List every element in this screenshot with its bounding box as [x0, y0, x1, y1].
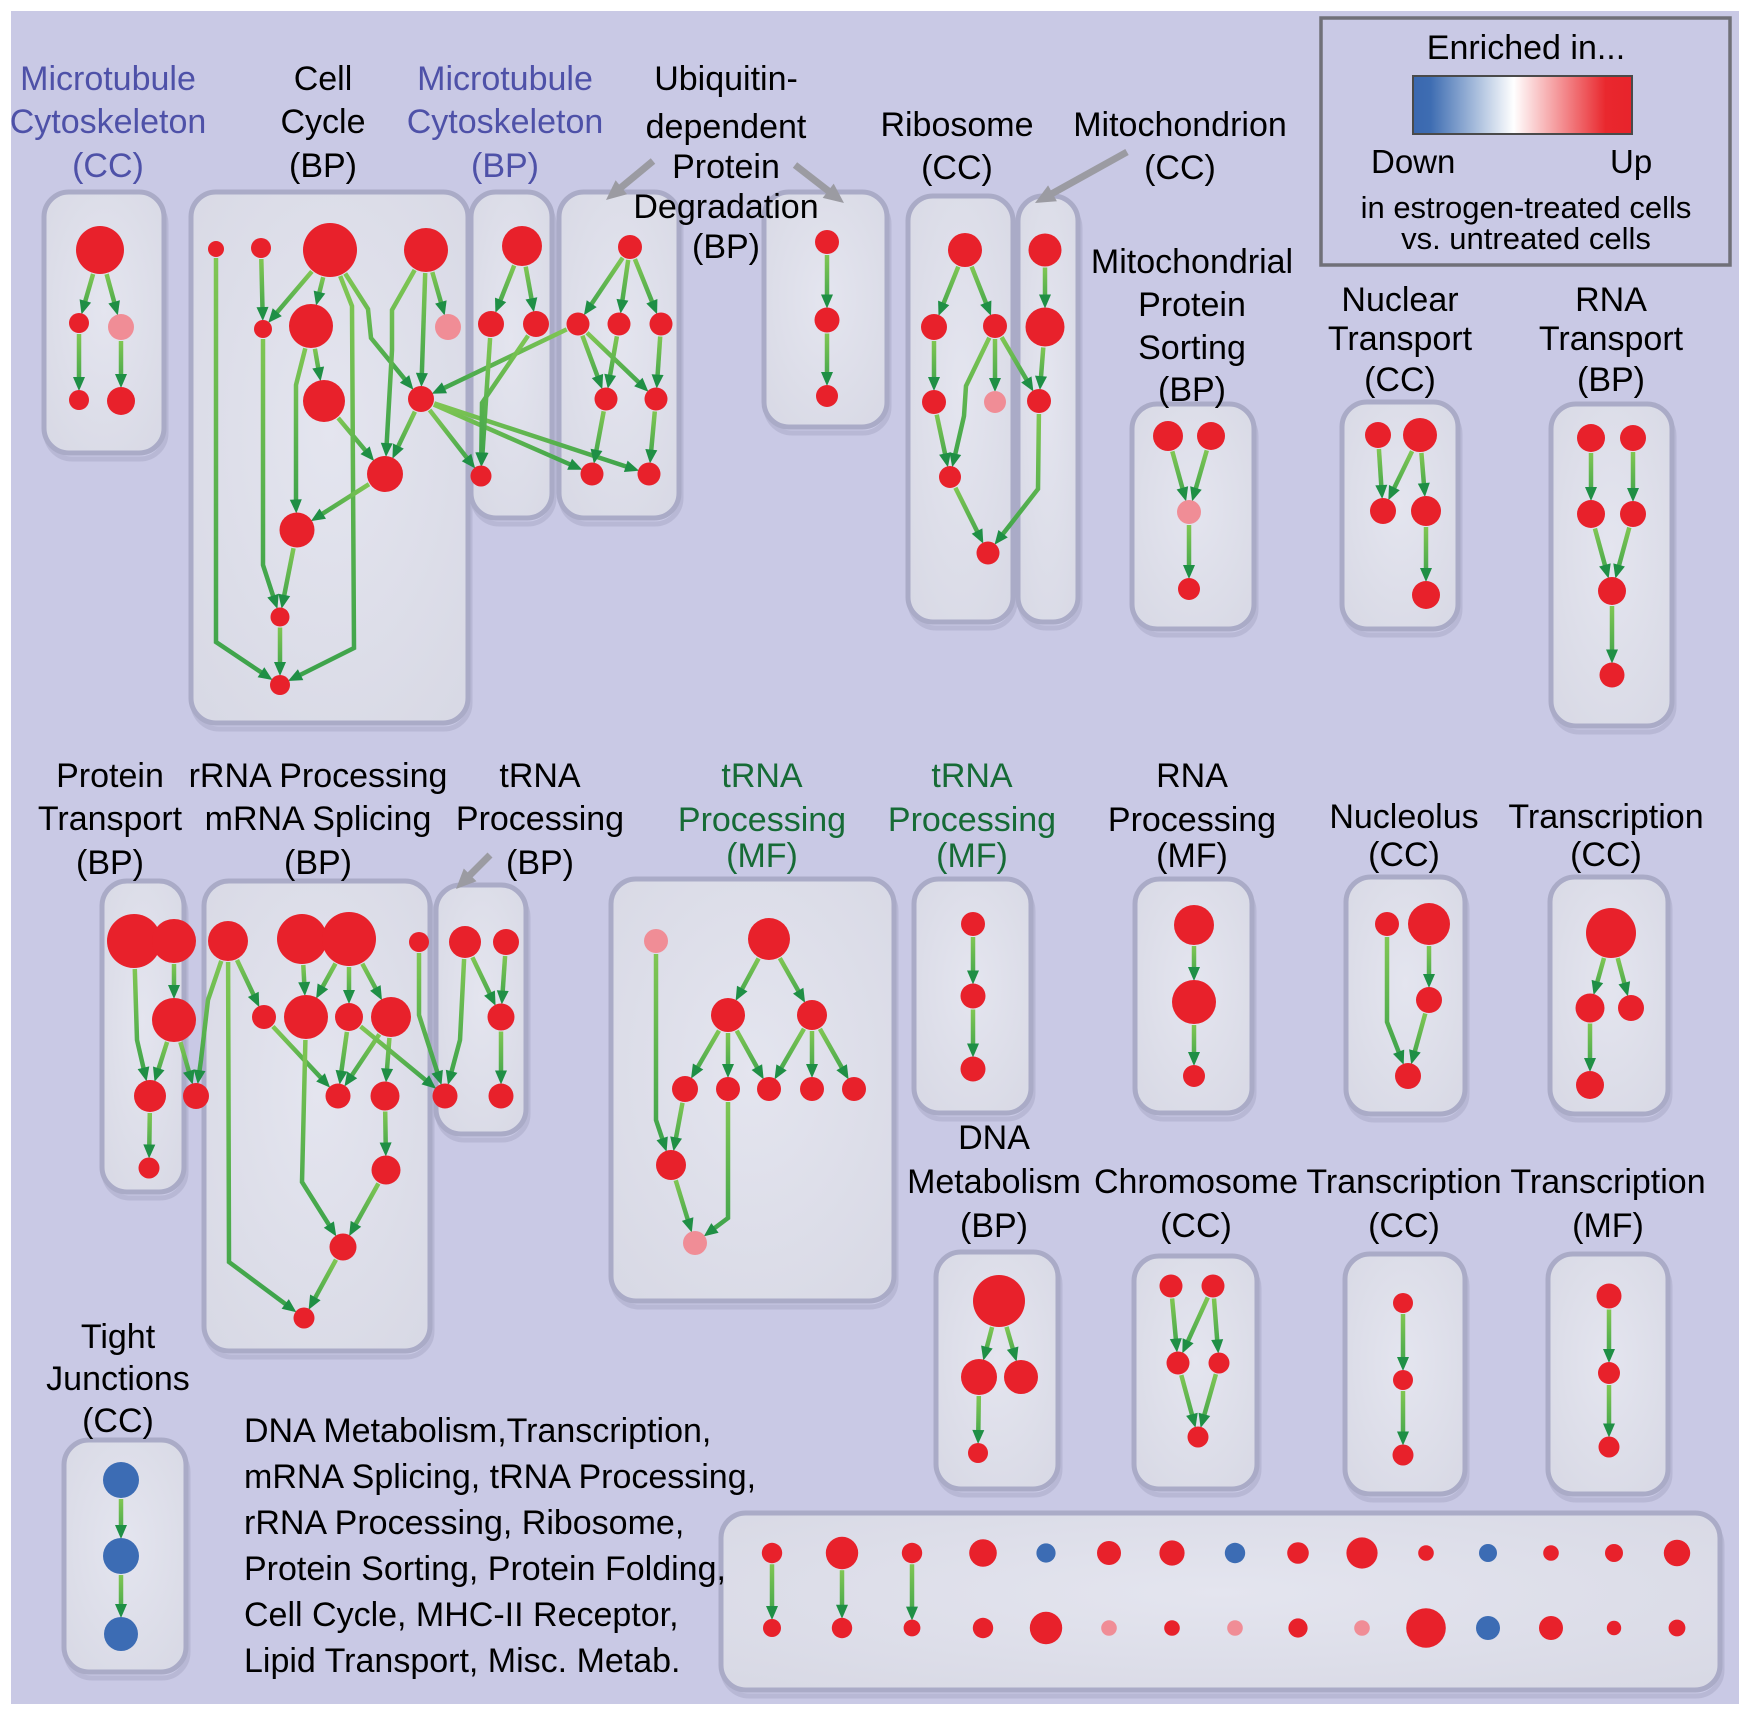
svg-text:(BP): (BP) [1577, 361, 1645, 399]
svg-text:RNA: RNA [1575, 281, 1647, 319]
svg-text:Processing: Processing [456, 800, 624, 838]
svg-text:(CC): (CC) [1570, 836, 1642, 874]
svg-text:Lipid Transport, Misc. Metab.: Lipid Transport, Misc. Metab. [244, 1642, 681, 1680]
svg-text:Cell: Cell [294, 60, 353, 98]
svg-text:in estrogen-treated cells: in estrogen-treated cells [1361, 190, 1692, 225]
svg-text:RNA: RNA [1156, 757, 1228, 795]
svg-text:Transport: Transport [1539, 320, 1684, 358]
svg-text:DNA: DNA [958, 1119, 1030, 1157]
svg-text:rRNA Processing: rRNA Processing [189, 757, 448, 795]
svg-text:Cytoskeleton: Cytoskeleton [10, 103, 207, 141]
svg-text:Ribosome: Ribosome [880, 106, 1033, 144]
svg-text:Processing: Processing [678, 801, 846, 839]
svg-text:(BP): (BP) [692, 228, 760, 266]
svg-text:(CC): (CC) [1368, 836, 1440, 874]
svg-text:(BP): (BP) [1158, 371, 1226, 409]
svg-text:(BP): (BP) [76, 844, 144, 882]
svg-text:(CC): (CC) [1368, 1207, 1440, 1245]
svg-text:tRNA: tRNA [931, 757, 1013, 795]
svg-text:(BP): (BP) [960, 1207, 1028, 1245]
svg-text:dependent: dependent [646, 108, 807, 146]
svg-text:Transcription: Transcription [1508, 798, 1703, 836]
svg-text:Ubiquitin-: Ubiquitin- [654, 60, 798, 98]
svg-text:Up: Up [1610, 143, 1652, 180]
svg-text:(CC): (CC) [1364, 361, 1436, 399]
svg-text:(BP): (BP) [289, 147, 357, 185]
svg-text:Nucleolus: Nucleolus [1329, 798, 1478, 836]
svg-text:(MF): (MF) [1156, 837, 1228, 875]
svg-text:(CC): (CC) [921, 149, 993, 187]
svg-text:(CC): (CC) [1144, 149, 1216, 187]
svg-text:Transport: Transport [1328, 320, 1473, 358]
svg-text:(BP): (BP) [471, 147, 539, 185]
svg-text:Mitochondrion: Mitochondrion [1073, 106, 1287, 144]
svg-text:Chromosome: Chromosome [1094, 1163, 1298, 1201]
svg-text:Degradation: Degradation [633, 188, 818, 226]
svg-text:(CC): (CC) [72, 147, 144, 185]
svg-text:Down: Down [1371, 143, 1455, 180]
svg-text:(CC): (CC) [1160, 1207, 1232, 1245]
svg-text:tRNA: tRNA [499, 757, 581, 795]
svg-text:Transcription: Transcription [1306, 1163, 1501, 1201]
svg-text:Protein: Protein [672, 148, 780, 186]
svg-text:Protein Sorting, Protein Foldi: Protein Sorting, Protein Folding, [244, 1550, 726, 1588]
svg-text:Processing: Processing [1108, 801, 1276, 839]
svg-text:Enriched in...: Enriched in... [1427, 29, 1625, 67]
svg-text:(BP): (BP) [506, 844, 574, 882]
svg-text:Nuclear: Nuclear [1341, 281, 1458, 319]
svg-text:(MF): (MF) [936, 837, 1008, 875]
svg-text:(MF): (MF) [726, 837, 798, 875]
svg-text:Protein: Protein [1138, 286, 1246, 324]
svg-text:rRNA Processing, Ribosome,: rRNA Processing, Ribosome, [244, 1504, 684, 1542]
svg-text:Transcription: Transcription [1510, 1163, 1705, 1201]
svg-text:tRNA: tRNA [721, 757, 803, 795]
svg-text:Sorting: Sorting [1138, 329, 1246, 367]
svg-text:Transport: Transport [38, 800, 183, 838]
svg-text:mRNA Splicing: mRNA Splicing [205, 800, 432, 838]
svg-text:Tight: Tight [81, 1318, 156, 1356]
svg-text:(BP): (BP) [284, 844, 352, 882]
svg-text:Cell Cycle, MHC-II Receptor,: Cell Cycle, MHC-II Receptor, [244, 1596, 679, 1634]
svg-text:(CC): (CC) [82, 1402, 154, 1440]
svg-text:DNA Metabolism,Transcription,: DNA Metabolism,Transcription, [244, 1412, 711, 1450]
svg-text:Microtubule: Microtubule [417, 60, 593, 98]
svg-text:(MF): (MF) [1572, 1207, 1644, 1245]
svg-text:mRNA Splicing, tRNA Processing: mRNA Splicing, tRNA Processing, [244, 1458, 756, 1496]
svg-text:Processing: Processing [888, 801, 1056, 839]
svg-text:Junctions: Junctions [46, 1360, 190, 1398]
svg-text:Cytoskeleton: Cytoskeleton [407, 103, 604, 141]
svg-text:vs. untreated cells: vs. untreated cells [1401, 221, 1651, 256]
svg-text:Mitochondrial: Mitochondrial [1091, 243, 1293, 281]
svg-text:Protein: Protein [56, 757, 164, 795]
svg-text:Metabolism: Metabolism [907, 1163, 1081, 1201]
svg-text:Cycle: Cycle [280, 103, 365, 141]
svg-text:Microtubule: Microtubule [20, 60, 196, 98]
